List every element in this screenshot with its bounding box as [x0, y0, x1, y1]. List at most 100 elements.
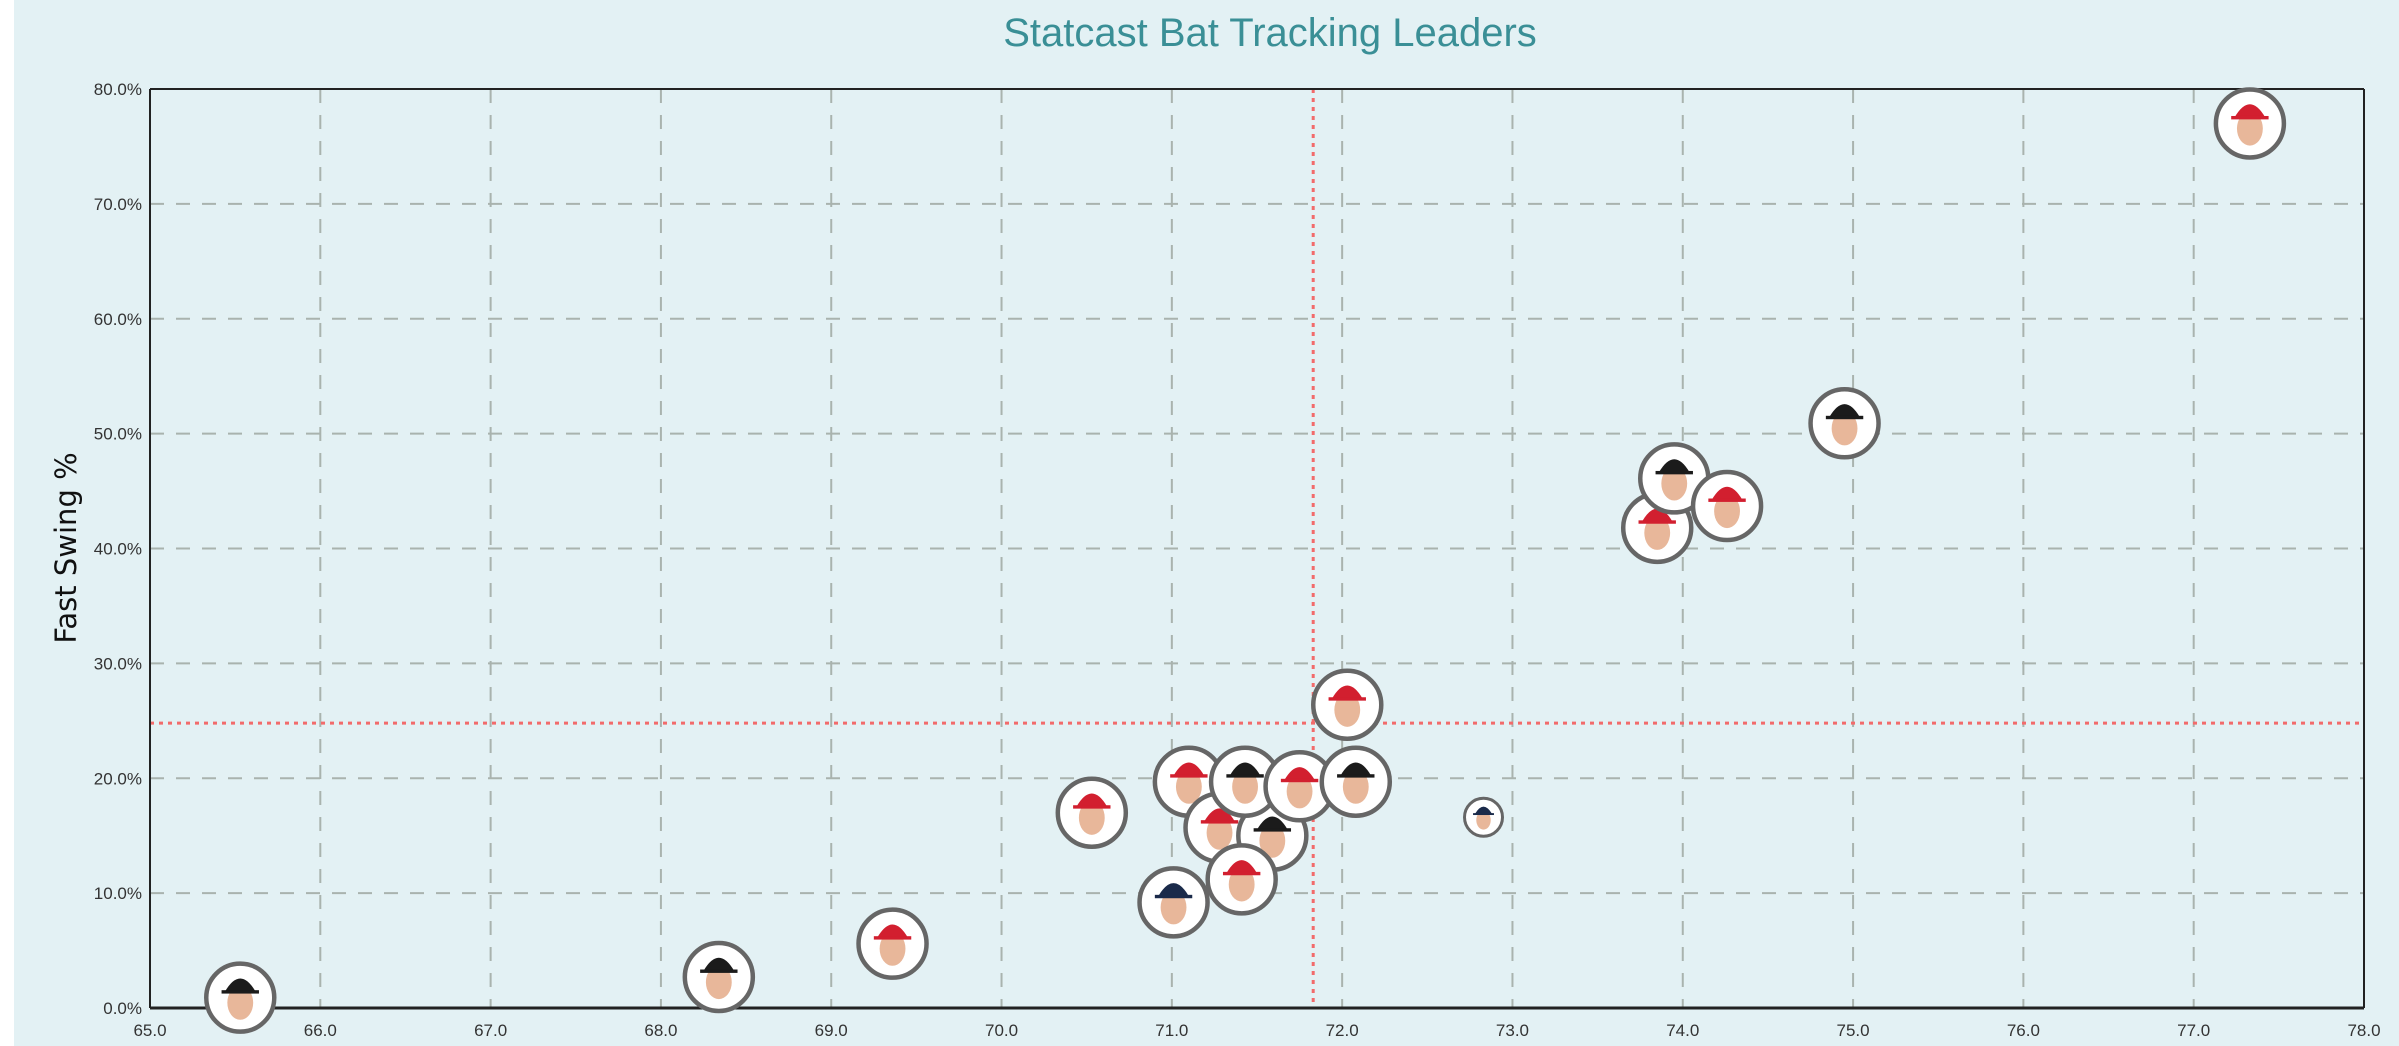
y-tick-label: 40.0% — [94, 540, 142, 559]
y-tick-label: 50.0% — [94, 425, 142, 444]
data-point — [1690, 469, 1764, 543]
x-tick-label: 78.0 — [2347, 1021, 2380, 1040]
cap-brim-icon — [1708, 498, 1746, 502]
x-ticks: 65.0 66.0 67.0 68.0 69.0 70.0 71.0 72.0 73.0 74.0… — [133, 1021, 2380, 1040]
cap-brim-icon — [1073, 805, 1111, 809]
x-tick-label: 76.0 — [2007, 1021, 2040, 1040]
x-tick-label: 73.0 — [1496, 1021, 1529, 1040]
data-point — [1463, 796, 1505, 838]
grid — [150, 89, 2364, 1008]
cap-brim-icon — [1337, 774, 1375, 778]
chart-container: Statcast Bat Tracking Leaders Fast Swing… — [14, 0, 2399, 1046]
cap-icon — [1474, 806, 1493, 814]
x-tick-label: 72.0 — [1326, 1021, 1359, 1040]
x-tick-label: 69.0 — [815, 1021, 848, 1040]
cap-icon — [2234, 104, 2266, 118]
cap-icon — [1331, 685, 1363, 699]
cap-brim-icon — [1825, 415, 1864, 420]
y-tick-label: 20.0% — [94, 769, 142, 788]
face-icon — [1206, 815, 1233, 850]
x-tick-label: 74.0 — [1666, 1021, 1699, 1040]
cap-icon — [1158, 883, 1189, 897]
face-icon — [705, 965, 732, 1000]
cap-brim-icon — [1170, 774, 1208, 778]
data-point — [1808, 387, 1881, 460]
cap-brim-icon — [1280, 778, 1319, 783]
cap-icon — [1076, 793, 1108, 807]
points — [204, 87, 2287, 1034]
data-point — [1055, 776, 1129, 849]
reference-lines — [150, 89, 2364, 1008]
cap-icon — [1284, 767, 1315, 781]
face-icon — [1342, 769, 1369, 804]
x-tick-label: 70.0 — [985, 1021, 1018, 1040]
data-point — [1205, 843, 1278, 916]
x-tick-label: 66.0 — [304, 1021, 337, 1040]
face-icon — [2236, 111, 2263, 146]
cap-brim-icon — [1226, 774, 1264, 778]
data-point — [682, 940, 756, 1014]
face-icon — [1644, 515, 1671, 550]
cap-icon — [703, 957, 735, 971]
y-tick-label: 60.0% — [94, 310, 142, 329]
cap-brim-icon — [1222, 871, 1261, 876]
x-tick-label: 65.0 — [133, 1021, 166, 1040]
face-icon — [1286, 774, 1313, 809]
data-point — [856, 907, 929, 980]
x-tick-label: 77.0 — [2177, 1021, 2210, 1040]
data-point — [1319, 745, 1393, 818]
cap-icon — [1711, 486, 1743, 500]
cap-icon — [1226, 860, 1257, 874]
cap-brim-icon — [1473, 813, 1494, 816]
face-icon — [1228, 867, 1255, 902]
face-icon — [879, 931, 906, 966]
cap-brim-icon — [1154, 894, 1193, 899]
y-axis-label: Fast Swing % — [49, 452, 83, 643]
data-point — [1137, 866, 1210, 939]
x-tick-label: 71.0 — [1155, 1021, 1188, 1040]
scatter-chart: Statcast Bat Tracking Leaders Fast Swing… — [49, 11, 2381, 1040]
x-tick-label: 67.0 — [474, 1021, 507, 1040]
cap-brim-icon — [1655, 470, 1693, 475]
face-icon — [1078, 800, 1105, 835]
y-tick-label: 80.0% — [94, 80, 142, 99]
cap-icon — [877, 924, 908, 938]
y-tick-label: 10.0% — [94, 884, 142, 903]
x-tick-label: 68.0 — [644, 1021, 677, 1040]
face-icon — [1831, 411, 1858, 446]
face-icon — [227, 985, 254, 1020]
face-icon — [1232, 769, 1258, 804]
face-icon — [1160, 890, 1187, 925]
y-tick-label: 70.0% — [94, 195, 142, 214]
face-icon — [1476, 810, 1491, 830]
cap-brim-icon — [1200, 820, 1239, 824]
chart-title: Statcast Bat Tracking Leaders — [1003, 11, 1537, 55]
data-point — [204, 961, 277, 1034]
face-icon — [1661, 466, 1688, 501]
cap-icon — [1173, 762, 1205, 776]
data-point — [1638, 442, 1711, 515]
axes — [149, 88, 2365, 1010]
data-point — [2213, 87, 2287, 160]
cap-brim-icon — [1638, 520, 1676, 524]
cap-icon — [224, 978, 256, 992]
face-icon — [1175, 769, 1202, 804]
cap-brim-icon — [2231, 115, 2269, 120]
cap-brim-icon — [1253, 828, 1292, 832]
cap-icon — [1829, 404, 1860, 418]
y-ticks: 0.0% 10.0% 20.0% 30.0% 40.0% 50.0% 60.0% 70.0% 8… — [94, 80, 142, 1018]
cap-brim-icon — [1328, 697, 1366, 701]
data-point — [1311, 668, 1384, 741]
y-tick-label: 0.0% — [103, 999, 142, 1018]
cap-icon — [1257, 816, 1288, 830]
x-tick-label: 75.0 — [1837, 1021, 1870, 1040]
face-icon — [1714, 494, 1740, 529]
face-icon — [1334, 692, 1361, 727]
cap-brim-icon — [700, 969, 738, 973]
cap-brim-icon — [221, 990, 259, 994]
face-icon — [1259, 823, 1286, 858]
cap-brim-icon — [873, 936, 912, 940]
y-tick-label: 30.0% — [94, 654, 142, 673]
cap-icon — [1229, 762, 1261, 776]
cap-icon — [1340, 762, 1372, 776]
